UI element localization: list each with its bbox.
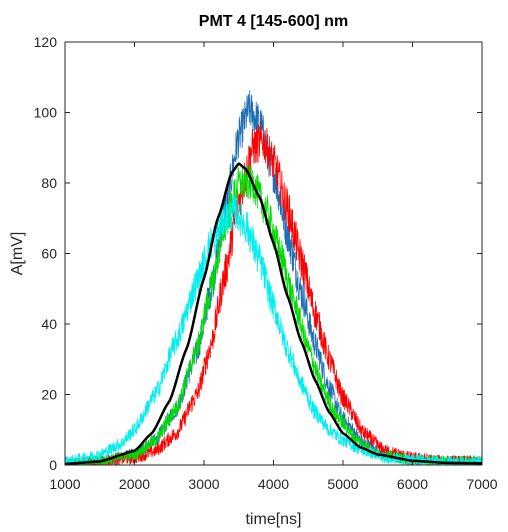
y-tick-label: 100 xyxy=(34,105,58,121)
x-tick-label: 3000 xyxy=(188,476,219,492)
y-tick-label: 20 xyxy=(41,387,57,403)
y-tick-label: 60 xyxy=(41,246,57,262)
series-line-4 xyxy=(65,194,482,465)
chart-title: PMT 4 [145-600] nm xyxy=(199,13,348,30)
y-axis-label: A[mV] xyxy=(9,232,26,276)
x-tick-label: 1000 xyxy=(49,476,80,492)
y-tick-label: 120 xyxy=(34,34,58,50)
axes: 1000 2000 3000 4000 5000 6000 7000 0 20 40 60 80 100… xyxy=(34,34,498,492)
x-tick-label: 2000 xyxy=(119,476,150,492)
x-tick-label: 5000 xyxy=(327,476,358,492)
y-tick-label: 0 xyxy=(49,457,57,473)
y-tick-label: 80 xyxy=(41,175,57,191)
x-tick-label: 6000 xyxy=(397,476,428,492)
x-axis-label: time[ns] xyxy=(245,511,301,528)
x-tick-label: 4000 xyxy=(258,476,289,492)
y-tick-label: 40 xyxy=(41,316,57,332)
plot-area xyxy=(65,42,482,465)
x-tick-label: 7000 xyxy=(466,476,497,492)
plot-background xyxy=(65,42,482,465)
